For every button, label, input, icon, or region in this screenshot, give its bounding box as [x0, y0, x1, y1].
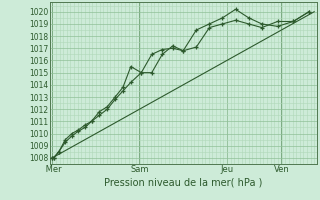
X-axis label: Pression niveau de la mer( hPa ): Pression niveau de la mer( hPa ): [104, 177, 262, 187]
